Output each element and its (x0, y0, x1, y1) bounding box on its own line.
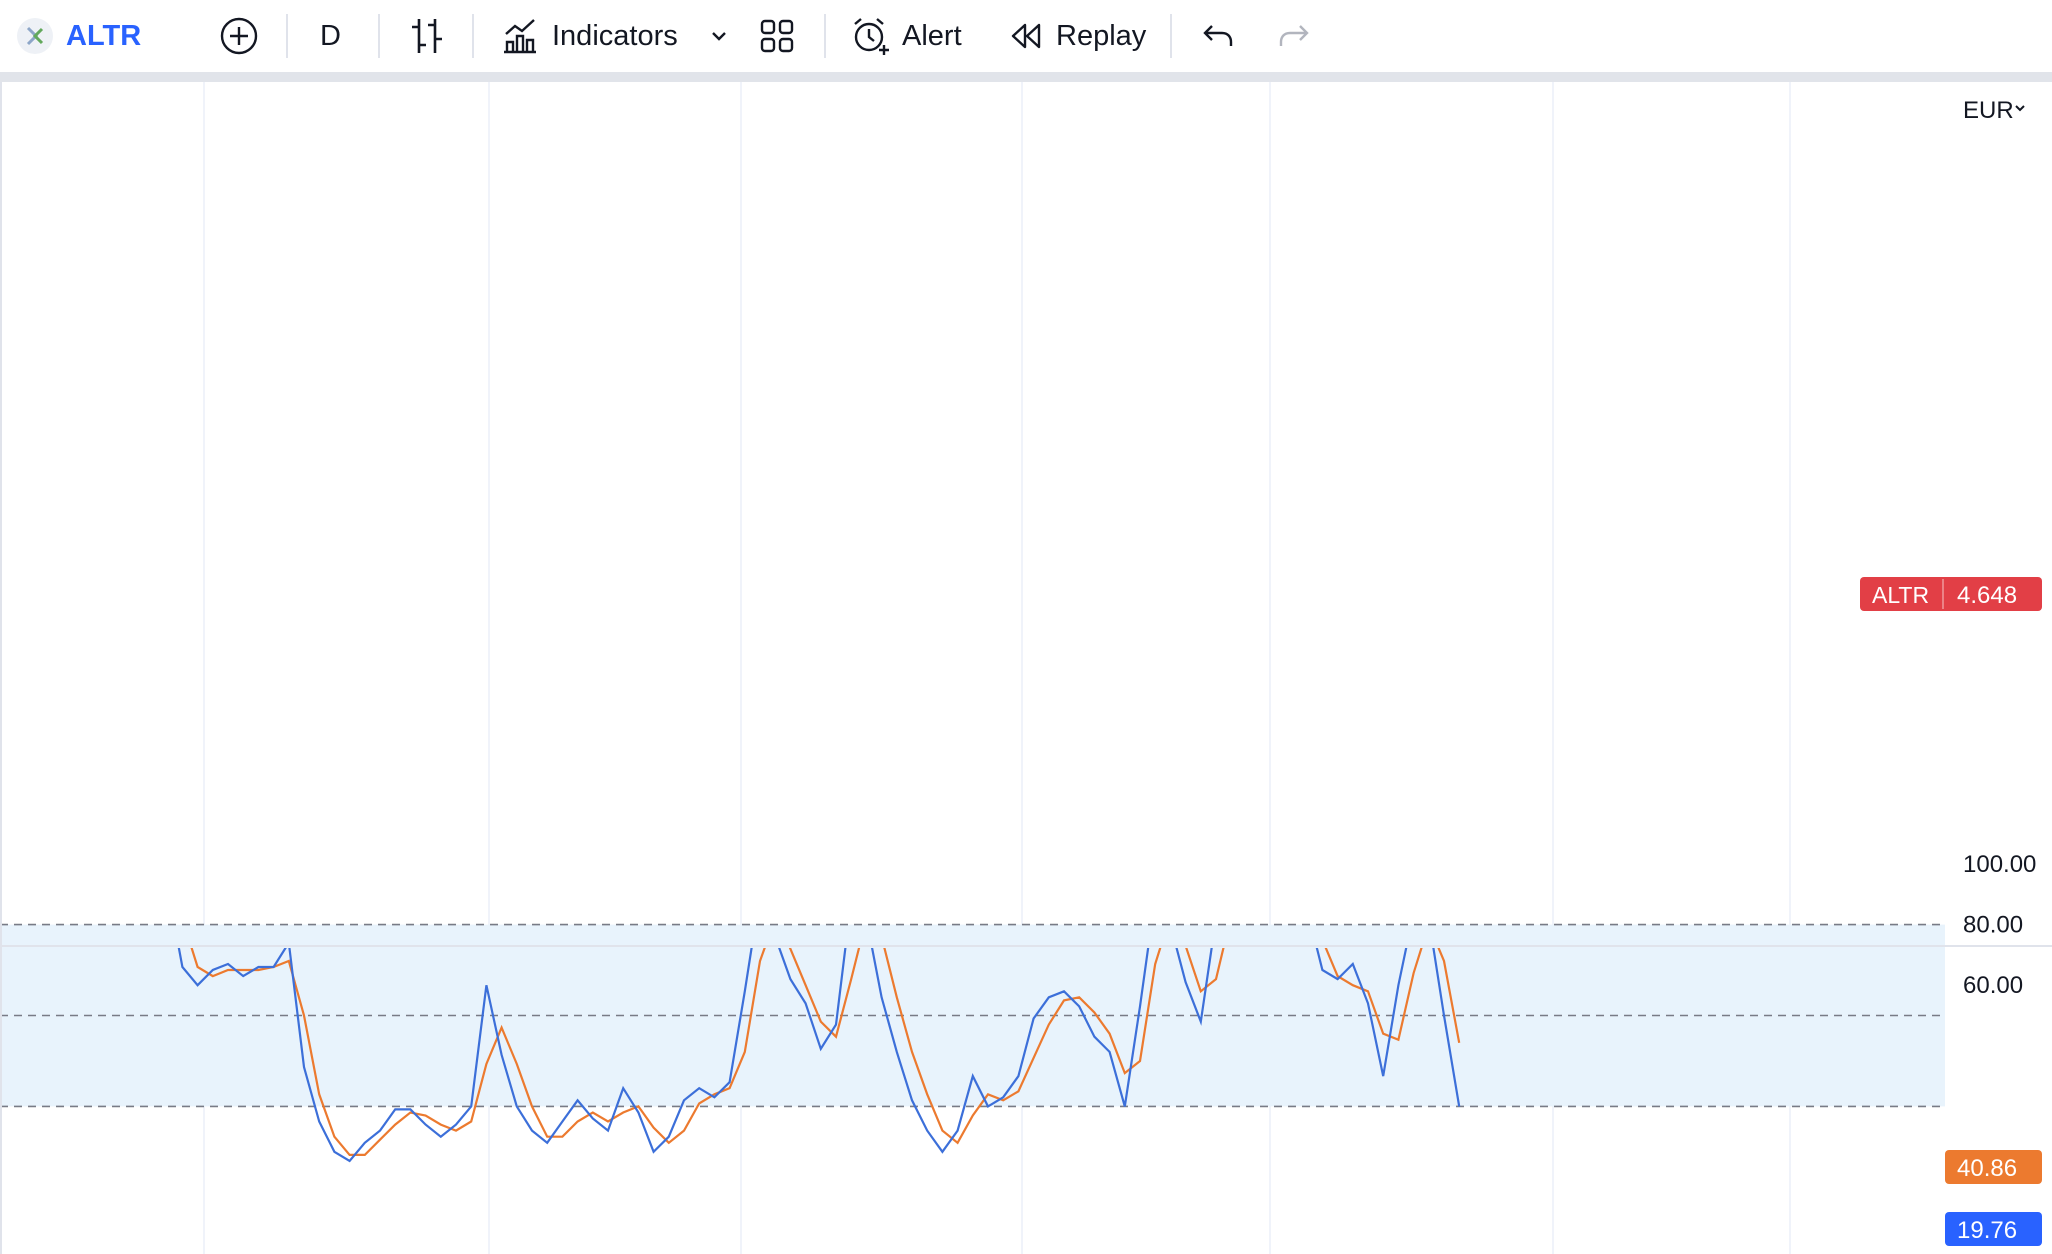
stoch-tick-label: 100.00 (1963, 851, 2036, 878)
redo-button[interactable] (1276, 0, 1312, 72)
undo-button[interactable] (1200, 0, 1236, 72)
top-toolbar: ALTR D Indicators Alert (0, 0, 2052, 72)
chevron-down-icon (708, 25, 730, 47)
alert-label: Alert (902, 19, 962, 52)
toolbar-separator (0, 72, 2052, 82)
toolbar-divider (1170, 14, 1172, 58)
stoch-k-tag: 19.76 (1945, 1212, 2042, 1246)
chevron-down-icon (2015, 105, 2025, 112)
symbol-logo-icon (16, 17, 54, 55)
toolbar-divider (378, 14, 380, 58)
symbol-name: ALTR (66, 19, 142, 52)
layout-button[interactable] (758, 0, 796, 72)
stoch-tick-label: 60.00 (1963, 972, 2023, 999)
indicators-icon (500, 16, 540, 56)
chart-style-button[interactable] (408, 0, 446, 72)
indicators-label: Indicators (552, 19, 678, 52)
toolbar-divider (824, 14, 826, 58)
layout-grid-icon (758, 17, 796, 55)
stoch-k-value: 19.76 (1957, 1217, 2017, 1244)
currency-selector[interactable]: EUR (1963, 97, 2014, 124)
chart-area[interactable]: EUR 5.5005.2505.0004.8764.7504.6264.4764… (0, 82, 2052, 1254)
last-price-tag: ALTR 4.648 (1860, 577, 2042, 611)
stoch-d-tag: 40.86 (1945, 1150, 2042, 1184)
interval-button[interactable]: D (320, 0, 341, 72)
replay-rewind-icon (1008, 18, 1044, 54)
indicators-dropdown[interactable] (708, 0, 730, 72)
add-symbol-button[interactable] (218, 0, 260, 72)
toolbar-divider (286, 14, 288, 58)
indicators-button[interactable]: Indicators (500, 0, 678, 72)
add-symbol-icon (218, 15, 260, 57)
bar-style-icon (408, 15, 446, 57)
alarm-clock-plus-icon (850, 15, 892, 57)
symbol-selector[interactable]: ALTR (16, 0, 141, 72)
stoch-axis[interactable]: 100.00 80.00 60.00 (1963, 851, 2036, 999)
stoch-d-value: 40.86 (1957, 1155, 2017, 1182)
replay-label: Replay (1056, 19, 1147, 52)
last-price-value: 4.648 (1957, 582, 2017, 609)
last-price-symbol: ALTR (1872, 582, 1929, 608)
interval-label: D (320, 19, 341, 52)
redo-icon (1276, 18, 1312, 54)
stoch-d-line (190, 948, 1461, 1157)
alert-button[interactable]: Alert (850, 0, 962, 72)
stoch-k-line (177, 948, 1461, 1163)
replay-button[interactable]: Replay (1008, 0, 1146, 72)
toolbar-divider (472, 14, 474, 58)
stoch-lines (177, 948, 1461, 1163)
stoch-tick-label: 80.00 (1963, 912, 2023, 939)
undo-icon (1200, 18, 1236, 54)
